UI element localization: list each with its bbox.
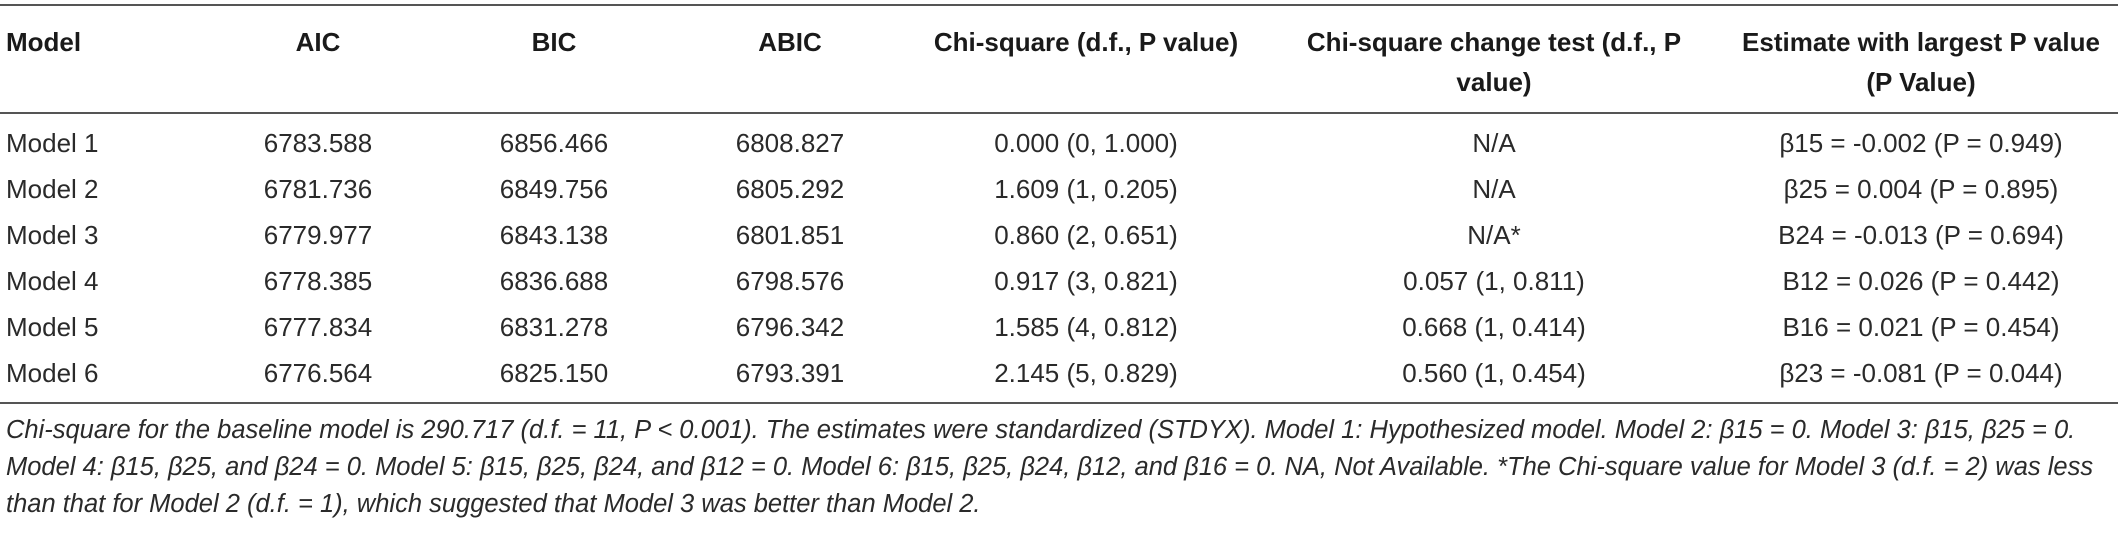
table-body: Model 1 6783.588 6856.466 6808.827 0.000 (0,…	[0, 113, 2118, 403]
header-chi-square-change: Chi-square change test (d.f., P value)	[1306, 27, 1682, 97]
cell-largest-p-estimate: β15 = -0.002 (P = 0.949)	[1779, 128, 2063, 158]
cell-aic: 6781.736	[263, 174, 373, 204]
header-model: Model	[6, 27, 82, 57]
header-abic: ABIC	[758, 27, 822, 57]
cell-chi-square: 0.917 (3, 0.821)	[994, 266, 1178, 296]
header-chi-square: Chi-square (d.f., P value)	[933, 27, 1239, 57]
cell-chi-square-change: N/A	[1472, 128, 1516, 158]
cell-aic: 6776.564	[263, 358, 373, 388]
cell-largest-p-estimate: B24 = -0.013 (P = 0.694)	[1778, 220, 2064, 250]
cell-aic: 6777.834	[263, 312, 373, 342]
cell-chi-square: 1.609 (1, 0.205)	[994, 174, 1178, 204]
cell-chi-square: 1.585 (4, 0.812)	[994, 312, 1178, 342]
cell-aic: 6778.385	[263, 266, 373, 296]
cell-aic: 6783.588	[263, 128, 373, 158]
cell-bic: 6856.466	[499, 128, 609, 158]
cell-chi-square-change: 0.668 (1, 0.414)	[1402, 312, 1586, 342]
cell-largest-p-estimate: B12 = 0.026 (P = 0.442)	[1782, 266, 2060, 296]
model-comparison-table-container: Model AIC BIC ABIC Chi-square (d.f., P v…	[0, 4, 2118, 518]
table-row: Model 2 6781.736 6849.756 6805.292 1.609 (1,…	[0, 166, 2118, 212]
cell-chi-square: 0.860 (2, 0.651)	[994, 220, 1178, 250]
cell-largest-p-estimate: β23 = -0.081 (P = 0.044)	[1779, 358, 2063, 388]
cell-chi-square: 2.145 (5, 0.829)	[994, 358, 1178, 388]
header-aic: AIC	[295, 27, 341, 57]
cell-abic: 6796.342	[735, 312, 845, 342]
cell-bic: 6825.150	[499, 358, 609, 388]
cell-model: Model 6	[6, 358, 99, 388]
cell-chi-square-change: 0.560 (1, 0.454)	[1402, 358, 1586, 388]
cell-largest-p-estimate: β25 = 0.004 (P = 0.895)	[1783, 174, 2059, 204]
cell-chi-square-change: N/A*	[1467, 220, 1521, 250]
table-row: Model 5 6777.834 6831.278 6796.342 1.585 (4,…	[0, 304, 2118, 350]
cell-model: Model 3	[6, 220, 99, 250]
cell-largest-p-estimate: B16 = 0.021 (P = 0.454)	[1782, 312, 2060, 342]
table-header: Model AIC BIC ABIC Chi-square (d.f., P v…	[0, 5, 2118, 113]
cell-model: Model 1	[6, 128, 99, 158]
cell-bic: 6836.688	[499, 266, 609, 296]
cell-chi-square-change: 0.057 (1, 0.811)	[1403, 266, 1585, 296]
cell-abic: 6808.827	[735, 128, 845, 158]
cell-chi-square: 0.000 (0, 1.000)	[994, 128, 1178, 158]
cell-bic: 6849.756	[499, 174, 609, 204]
header-largest-p-estimate: Estimate with largest P value (P Value)	[1742, 27, 2100, 97]
table-footnote: Chi-square for the baseline model is 290…	[6, 416, 2094, 518]
cell-abic: 6793.391	[735, 358, 845, 388]
cell-chi-square-change: N/A	[1472, 174, 1516, 204]
model-comparison-table: Model AIC BIC ABIC Chi-square (d.f., P v…	[0, 4, 2118, 404]
header-row: Model AIC BIC ABIC Chi-square (d.f., P v…	[0, 5, 2118, 113]
cell-abic: 6798.576	[735, 266, 845, 296]
cell-bic: 6831.278	[499, 312, 609, 342]
table-row: Model 3 6779.977 6843.138 6801.851 0.860 (2,…	[0, 212, 2118, 258]
cell-abic: 6801.851	[735, 220, 845, 250]
cell-aic: 6779.977	[263, 220, 373, 250]
table-row: Model 6 6776.564 6825.150 6793.391 2.145 (5,…	[0, 350, 2118, 403]
cell-bic: 6843.138	[499, 220, 609, 250]
cell-model: Model 5	[6, 312, 99, 342]
cell-abic: 6805.292	[735, 174, 845, 204]
table-row: Model 1 6783.588 6856.466 6808.827 0.000 (0,…	[0, 113, 2118, 166]
cell-model: Model 2	[6, 174, 99, 204]
header-bic: BIC	[531, 27, 577, 57]
table-row: Model 4 6778.385 6836.688 6798.576 0.917 (3,…	[0, 258, 2118, 304]
cell-model: Model 4	[6, 266, 99, 296]
